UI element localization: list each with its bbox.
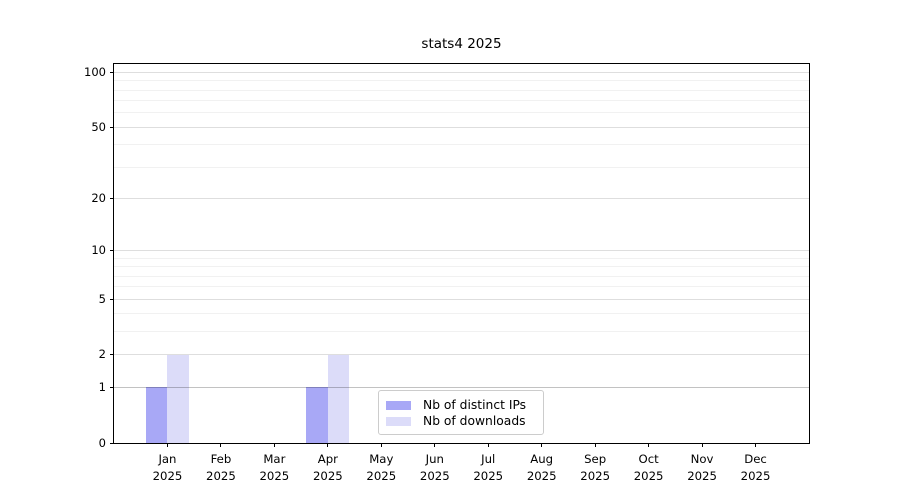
minor-gridline: [114, 100, 809, 102]
minor-gridline: [114, 266, 809, 268]
x-axis-tick-label: Nov 2025: [687, 452, 717, 483]
x-axis-tick-label: Oct 2025: [633, 452, 664, 483]
legend: Nb of distinct IPs Nb of downloads: [378, 390, 544, 435]
bar-downloads: [167, 354, 189, 443]
bar-distinct-ips: [306, 387, 328, 443]
y-axis-tick: [110, 249, 114, 251]
x-axis-tick: [755, 443, 757, 447]
y-axis-tick-label: 1: [98, 379, 106, 394]
plot-area: Nb of distinct IPs Nb of downloads 0 1 2 5 1…: [84, 63, 810, 483]
x-axis-tick: [166, 443, 168, 447]
minor-gridline: [114, 313, 809, 315]
x-axis-tick: [487, 443, 489, 447]
minor-gridline: [114, 331, 809, 333]
minor-gridline: [114, 80, 809, 82]
minor-gridline: [114, 166, 809, 168]
y-axis-tick: [110, 198, 114, 200]
major-gridline: [114, 386, 809, 388]
legend-label-downloads: Nb of downloads: [423, 414, 526, 428]
major-gridline: [114, 72, 809, 73]
y-axis-tick: [110, 442, 114, 444]
legend-swatch-downloads-icon: [386, 416, 411, 426]
bar-downloads: [327, 354, 350, 443]
y-axis-tick-label: 0: [98, 435, 106, 450]
y-axis-tick-label: 100: [84, 65, 106, 79]
x-axis-tick: [434, 443, 436, 447]
minor-gridline: [114, 286, 809, 288]
x-axis-tick: [648, 443, 650, 447]
x-axis-tick-label: May 2025: [366, 452, 397, 483]
x-axis-tick: [701, 443, 703, 447]
major-gridline: [114, 354, 809, 356]
x-axis-tick: [594, 443, 596, 447]
x-axis-tick: [327, 443, 329, 447]
y-axis-tick: [110, 298, 114, 300]
x-axis-tick: [541, 443, 543, 447]
legend-swatch-distinct-ips-icon: [386, 400, 411, 410]
y-axis-tick-label: 10: [91, 242, 106, 257]
x-axis-tick-label: Sep 2025: [580, 452, 611, 483]
y-axis-tick-label: 50: [91, 119, 106, 134]
x-axis-tick-label: Apr 2025: [312, 452, 343, 483]
minor-gridline: [114, 112, 809, 114]
legend-label-distinct-ips: Nb of distinct IPs: [423, 398, 527, 412]
x-axis-tick-label: Feb 2025: [206, 452, 236, 483]
x-axis-tick-label: Jan 2025: [152, 452, 183, 483]
legend-item-distinct-ips: Nb of distinct IPs: [386, 397, 535, 413]
y-axis-tick-label: 5: [98, 291, 106, 306]
major-gridline: [114, 298, 809, 300]
x-axis-tick-label: Dec 2025: [740, 452, 771, 483]
x-axis-tick-label: Jun 2025: [419, 452, 450, 483]
x-axis-tick-label: Mar 2025: [259, 452, 290, 483]
major-gridline: [114, 126, 809, 128]
x-axis-tick-label: Jul 2025: [473, 452, 504, 483]
x-axis-tick: [380, 443, 382, 447]
x-axis-tick: [220, 443, 222, 447]
y-axis-tick: [110, 386, 114, 388]
major-gridline: [114, 198, 809, 200]
y-axis-tick-label: 2: [98, 347, 106, 362]
legend-item-downloads: Nb of downloads: [386, 413, 535, 429]
minor-gridline: [114, 257, 809, 259]
minor-gridline: [114, 275, 809, 277]
minor-gridline: [114, 144, 809, 146]
y-axis-tick: [110, 72, 114, 73]
bar-distinct-ips: [145, 387, 168, 443]
x-axis-tick-label: Aug 2025: [526, 452, 557, 483]
y-axis-tick-label: 20: [91, 191, 106, 206]
x-axis-tick: [273, 443, 275, 447]
y-axis-tick: [110, 354, 114, 356]
y-axis-tick: [110, 126, 114, 128]
minor-gridline: [114, 89, 809, 91]
chart-title: stats4 2025: [421, 36, 502, 52]
major-gridline: [114, 249, 809, 251]
